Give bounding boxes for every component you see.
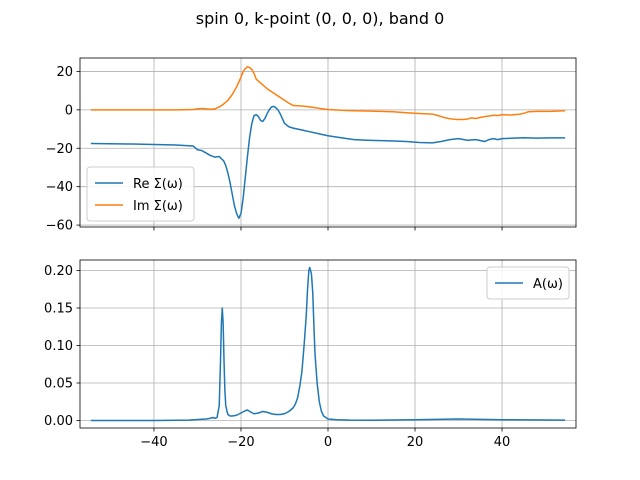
y-tick-label: −40 xyxy=(46,180,73,195)
y-tick-label: 20 xyxy=(56,65,73,80)
series-line-0 xyxy=(90,266,566,422)
legend-box xyxy=(486,266,570,300)
legend-label: A(ω) xyxy=(533,277,563,292)
y-tick-label: −20 xyxy=(46,142,73,157)
legend-label: Im Σ(ω) xyxy=(133,199,183,214)
x-tick-label: 0 xyxy=(324,435,332,450)
figure-title: spin 0, k-point (0, 0, 0), band 0 xyxy=(196,9,445,28)
x-tick-label: −40 xyxy=(140,435,167,450)
x-tick-label: 40 xyxy=(494,435,511,450)
spectral-function-axes: −40 −20 0 20 40 0.00 0.05 0.10 0.15 0.20 A(ω) xyxy=(44,259,577,450)
series-line-1 xyxy=(90,65,566,121)
x-tick-label: −20 xyxy=(227,435,254,450)
y-tick-label: 0.15 xyxy=(44,302,73,317)
legend: Re Σ(ω) Im Σ(ω) xyxy=(86,166,195,222)
self-energy-axes: −60 −40 −20 0 20 Re Σ(ω) Im Σ(ω) xyxy=(46,57,577,234)
legend-box xyxy=(86,166,195,222)
y-tick-label: 0 xyxy=(65,103,73,118)
series-line-0 xyxy=(90,105,566,220)
legend: A(ω) xyxy=(486,266,570,300)
y-tick-label: 0.10 xyxy=(44,339,73,354)
y-tick-label: 0.05 xyxy=(44,377,73,392)
y-tick-label: −60 xyxy=(46,219,73,234)
y-tick-label: 0.20 xyxy=(44,264,73,279)
y-tick-label: 0.00 xyxy=(44,414,73,429)
x-tick-label: 20 xyxy=(407,435,424,450)
legend-label: Re Σ(ω) xyxy=(133,177,183,192)
